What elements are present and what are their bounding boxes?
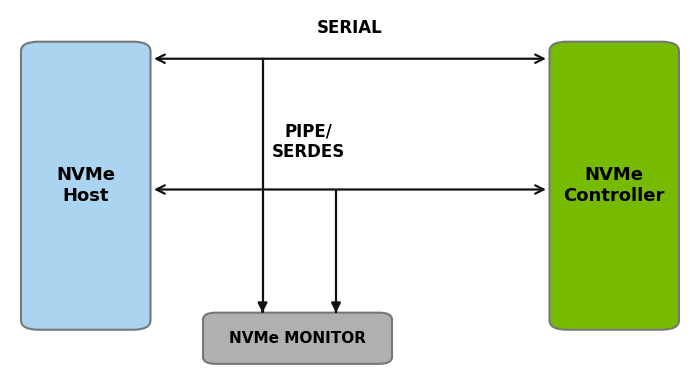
Text: NVMe
Host: NVMe Host [56, 166, 116, 205]
FancyBboxPatch shape [21, 42, 150, 330]
Text: NVMe
Controller: NVMe Controller [564, 166, 665, 205]
Text: SERIAL: SERIAL [317, 19, 383, 38]
Text: PIPE/
SERDES: PIPE/ SERDES [272, 122, 344, 161]
Text: NVMe MONITOR: NVMe MONITOR [229, 331, 366, 346]
FancyBboxPatch shape [550, 42, 679, 330]
FancyBboxPatch shape [203, 313, 392, 364]
